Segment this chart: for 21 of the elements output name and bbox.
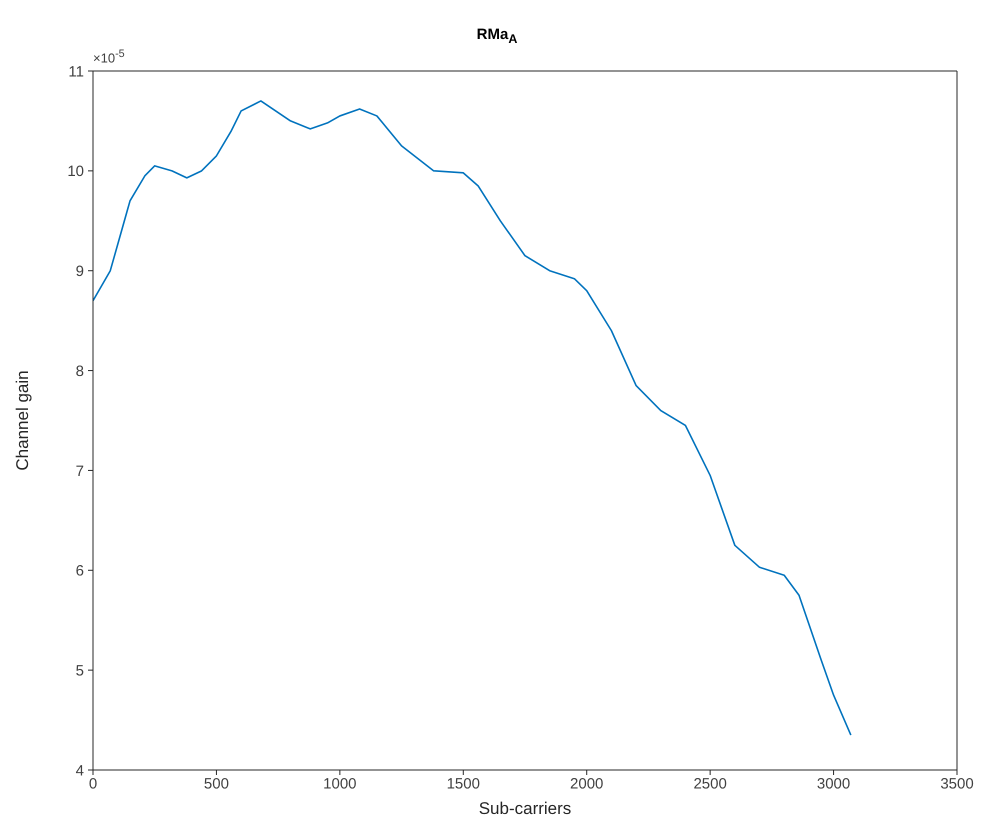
y-tick-label: 5 xyxy=(76,662,84,680)
chart-title: RMa$_{A}$ xyxy=(476,26,518,46)
y-tick-label: 11 xyxy=(68,63,84,80)
line-series xyxy=(93,100,852,736)
y-tick-label: 10 xyxy=(67,163,84,180)
x-tick-label: 1000 xyxy=(323,776,357,793)
x-tick-label: 2500 xyxy=(693,776,727,793)
x-tick-label: 0 xyxy=(88,776,98,793)
y-tick-label: 9 xyxy=(76,263,84,280)
y-tick-label: 6 xyxy=(76,562,84,580)
y-tick-label: 8 xyxy=(76,362,84,380)
y-tick-label: 7 xyxy=(76,462,84,480)
x-tick-label: 500 xyxy=(204,776,229,793)
x-tick-label: 1500 xyxy=(446,776,480,793)
text: ×10$^{-5}$ xyxy=(93,48,125,66)
y-axis-title: Channel gain xyxy=(13,370,32,471)
x-tick-label: 3000 xyxy=(816,776,850,793)
x-tick-label: 2000 xyxy=(570,776,604,793)
y-tick-label: 4 xyxy=(76,762,84,780)
x-axis-title: Sub-carriers xyxy=(478,799,572,818)
x-tick-label: 3500 xyxy=(940,776,974,793)
